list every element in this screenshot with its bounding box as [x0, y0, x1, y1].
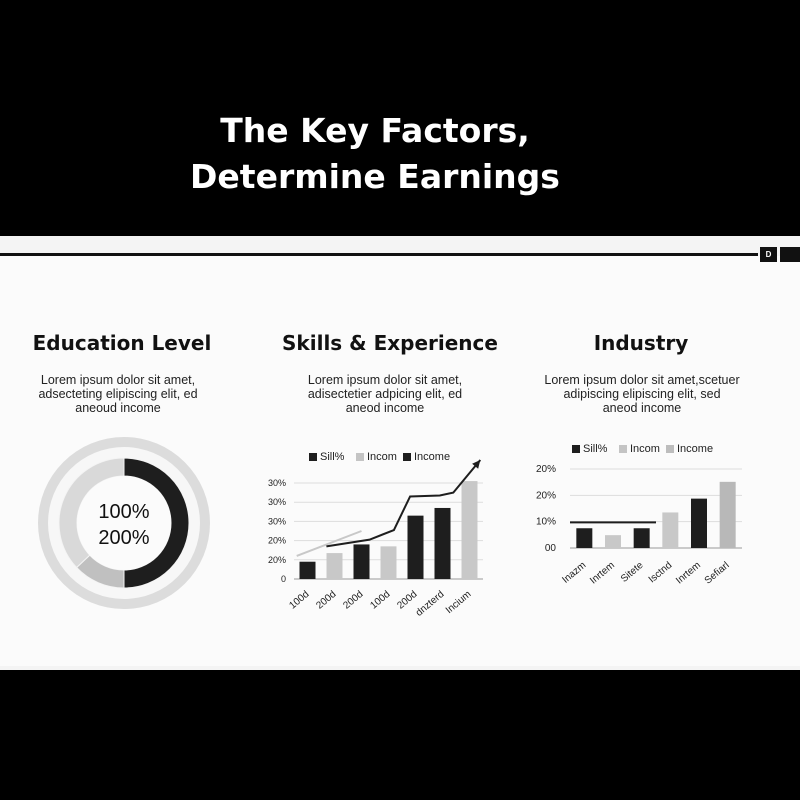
y-tick-label: 30%: [268, 478, 286, 488]
x-category-label: Inrtem: [674, 560, 703, 587]
x-category-label: Sitete: [619, 560, 646, 585]
bar: [326, 553, 343, 579]
skills-description: Lorem ipsum dolor sit amet, adisectetier…: [265, 373, 505, 415]
industry-title: Industry: [593, 331, 689, 355]
x-category-label: dnzterd: [414, 589, 447, 619]
bar: [299, 561, 316, 579]
legend-label: Sill%: [583, 443, 608, 455]
x-category-label: Sefiarl: [703, 560, 732, 587]
education-text-line-2: adsecteting elipiscing elit, ed: [38, 387, 198, 401]
y-tick-label: 20%: [268, 555, 286, 565]
slide-title-line-2: Determine Earnings: [190, 157, 560, 196]
trend-line-light: [296, 530, 362, 557]
education-donut-chart: 100% 200%: [38, 437, 210, 609]
x-category-label: 100d: [368, 589, 392, 612]
bar: [576, 528, 593, 548]
legend-label: Income: [414, 451, 450, 463]
industry-text-line-3: aneod income: [602, 401, 682, 415]
skills-bar-chart: 020%20%30%30%30%100d 200d 200d 100d 200ddnzt…: [268, 451, 483, 619]
x-category-label: Inrtem: [588, 560, 617, 587]
bar: [662, 512, 679, 548]
bar: [407, 515, 424, 579]
industry-description: Lorem ipsum dolor sit amet,scetuer adipi…: [522, 373, 762, 415]
education-text-line-3: aneoud income: [75, 401, 161, 415]
skills-title: Skills & Experience: [282, 331, 498, 355]
bar: [605, 535, 621, 548]
bar: [461, 481, 478, 579]
x-category-label: Isctnd: [647, 560, 675, 586]
x-category-label: 200d: [314, 589, 338, 612]
donut-center-label: 100%: [98, 501, 149, 523]
bar: [691, 498, 707, 548]
x-category-label: 200d: [341, 589, 365, 612]
legend-label: Incom: [630, 443, 660, 455]
slide-header: [0, 0, 800, 236]
trend-line-dark: [326, 459, 482, 548]
legend-swatch: [309, 453, 317, 461]
y-tick-label: 20%: [536, 464, 556, 475]
trend-arrow-head: [472, 459, 481, 469]
legend-swatch: [356, 453, 364, 461]
bar: [719, 481, 736, 548]
education-title: Education Level: [32, 331, 212, 355]
industry-text-line-2: adipiscing elipiscing elit, sed: [563, 387, 721, 401]
y-tick-label: 0: [281, 574, 286, 584]
education-description: Lorem ipsum dolor sit amet, adsecteting …: [0, 373, 238, 415]
legend-label: Sill%: [320, 451, 345, 463]
y-tick-label: 30%: [268, 516, 286, 526]
skills-text-line-1: Lorem ipsum dolor sit amet,: [307, 373, 463, 387]
legend-swatch: [403, 453, 411, 461]
bar: [353, 544, 370, 579]
y-tick-label: 20%: [536, 490, 556, 501]
bar: [633, 528, 650, 548]
skills-text-line-3: aneod income: [345, 401, 425, 415]
page-bar: [780, 247, 800, 262]
divider-rule: [0, 253, 758, 256]
x-category-label: 100d: [287, 589, 311, 612]
slide-title-line-1: The Key Factors,: [220, 111, 530, 150]
industry-text-line-1: Lorem ipsum dolor sit amet,scetuer: [544, 373, 740, 387]
legend-label: Incom: [367, 451, 397, 463]
page-number-badge: D: [760, 247, 777, 262]
bar: [380, 546, 397, 579]
donut-hole: [77, 476, 171, 570]
legend-swatch: [572, 445, 580, 453]
bar: [434, 507, 451, 579]
education-text-line-1: Lorem ipsum dolor sit amet,: [40, 373, 196, 387]
legend-swatch: [666, 445, 674, 453]
y-tick-label: 00: [545, 543, 557, 554]
x-category-label: Inazm: [560, 560, 588, 586]
skills-text-line-2: adisectetier adpicing elit, ed: [307, 387, 463, 401]
x-category-label: Incium: [444, 589, 474, 616]
legend-swatch: [619, 445, 627, 453]
legend-label: Income: [677, 443, 713, 455]
donut-center-label: 200%: [98, 527, 149, 549]
slide-title: The Key Factors, Determine Earnings: [0, 108, 750, 200]
y-tick-label: 20%: [268, 536, 286, 546]
y-tick-label: 10%: [536, 517, 556, 528]
slide-footer: [0, 670, 800, 800]
y-tick-label: 30%: [268, 497, 286, 507]
